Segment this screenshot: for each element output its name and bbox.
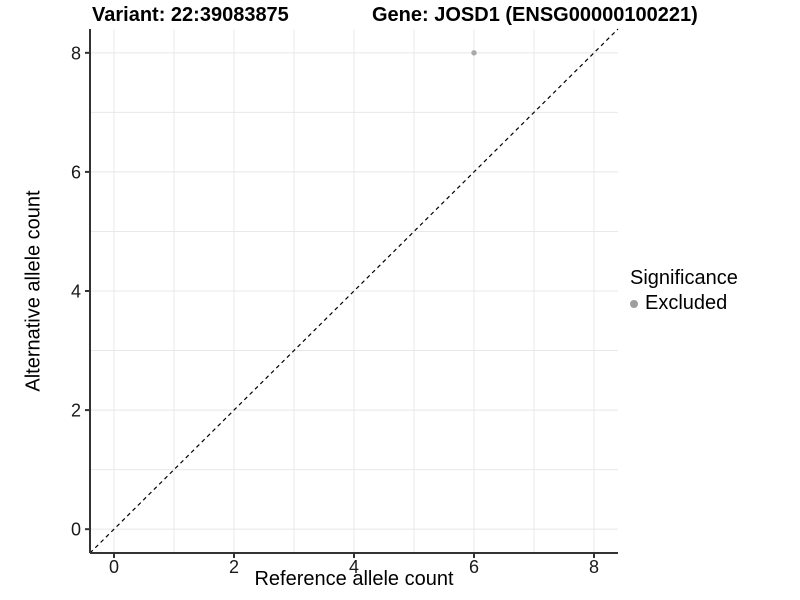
- x-tick-label: 8: [589, 557, 599, 577]
- x-axis-title: Reference allele count: [254, 568, 454, 590]
- excluded-point-icon: [630, 299, 638, 308]
- y-tick-label: 0: [71, 520, 81, 540]
- gene-title: Gene: JOSD1 (ENSG00000100221): [372, 4, 698, 26]
- legend-item-excluded: Excluded: [630, 291, 738, 316]
- y-tick-label: 4: [71, 282, 81, 302]
- x-tick-label: 0: [109, 557, 119, 577]
- x-tick-label: 4: [349, 557, 359, 577]
- legend-item-label: Excluded: [645, 292, 728, 314]
- identity-line: [89, 28, 619, 554]
- legend: Significance Excluded: [630, 266, 738, 316]
- y-tick-label: 8: [71, 43, 81, 63]
- legend-title: Significance: [630, 267, 738, 289]
- variant-title: Variant: 22:39083875: [92, 4, 289, 26]
- x-tick-label: 2: [229, 557, 239, 577]
- y-tick-label: 2: [71, 401, 81, 421]
- y-tick-label: 6: [71, 162, 81, 182]
- x-tick-label: 6: [469, 557, 479, 577]
- data-point: [471, 50, 477, 56]
- y-axis-title: Alternative allele count: [22, 190, 45, 392]
